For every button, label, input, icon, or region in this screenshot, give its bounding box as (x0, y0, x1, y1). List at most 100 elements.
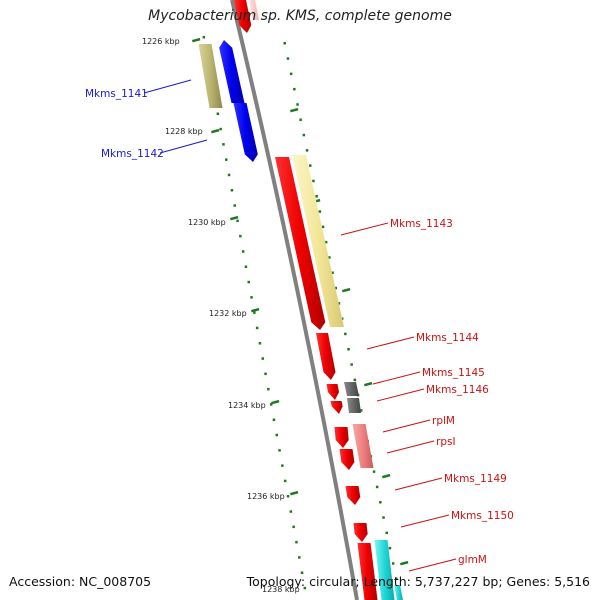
gene-label[interactable]: Mkms_1149 (444, 473, 507, 485)
minor-tick (278, 449, 281, 452)
minor-tick (283, 42, 286, 45)
minor-tick (296, 103, 299, 106)
major-tick (364, 381, 373, 387)
topology-text: Topology: circular; Length: 5,737,227 bp… (246, 574, 590, 589)
leader-line (159, 139, 208, 154)
gene-feature-mkms-1145-pair[interactable] (344, 382, 359, 396)
minor-tick (261, 357, 264, 360)
gene-label[interactable]: rplM (432, 415, 455, 427)
major-tick (290, 107, 299, 113)
gene-label[interactable]: Mkms_1141 (85, 88, 148, 100)
minor-tick (269, 403, 273, 406)
minor-tick (255, 326, 259, 330)
minor-tick (292, 525, 295, 529)
gene-feature-rpsi-pair[interactable] (352, 424, 374, 468)
minor-tick (347, 348, 350, 351)
major-tick (290, 490, 299, 496)
gene-feature-rplm[interactable] (334, 427, 349, 448)
minor-tick (309, 164, 312, 167)
minor-tick (305, 149, 309, 152)
minor-tick (379, 501, 382, 504)
leader-line (382, 419, 431, 433)
minor-tick (388, 546, 392, 550)
gene-label[interactable]: Mkms_1142 (101, 148, 164, 160)
minor-tick (230, 189, 234, 192)
gene-feature-mkms-1143[interactable] (275, 157, 326, 330)
minor-tick (281, 464, 284, 467)
gene-feature-mkms-1143-pair[interactable] (292, 155, 344, 327)
minor-tick (321, 225, 325, 229)
scale-label: 1234 kbp (228, 401, 266, 410)
minor-tick (222, 143, 225, 146)
minor-tick (236, 219, 239, 223)
gene-label[interactable]: Mkms_1143 (390, 218, 453, 230)
minor-tick (272, 418, 276, 421)
minor-tick (219, 127, 222, 131)
major-tick (211, 128, 220, 134)
gene-label[interactable]: Mkms_1145 (422, 367, 485, 379)
minor-tick (247, 280, 250, 284)
gene-feature-glmm[interactable] (357, 543, 378, 600)
minor-tick (385, 531, 388, 535)
minor-tick (353, 378, 357, 382)
major-tick (192, 37, 201, 43)
leader-line (143, 79, 192, 94)
gene-feature-top-red[interactable] (234, 0, 252, 33)
minor-tick (344, 332, 347, 336)
minor-tick (286, 57, 290, 60)
minor-tick (334, 286, 337, 290)
minor-tick (241, 250, 245, 253)
leader-line (400, 514, 450, 528)
minor-tick (286, 495, 290, 498)
gene-feature-mkms-1141-olive[interactable] (198, 44, 223, 108)
minor-tick (289, 72, 293, 76)
minor-tick (350, 363, 353, 366)
gene-feature-mkms-1146-pair[interactable] (347, 398, 361, 413)
minor-tick (293, 87, 296, 91)
gene-label[interactable]: rpsI (436, 436, 456, 448)
gene-feature-mkms-1142[interactable] (233, 103, 258, 162)
minor-tick (372, 470, 376, 473)
gene-label[interactable]: Mkms_1146 (426, 384, 489, 396)
gene-feature-bottom-cyan[interactable] (394, 585, 403, 600)
gene-label[interactable]: Mkms_1150 (451, 510, 514, 522)
gene-feature-glmm-pair[interactable] (374, 540, 395, 600)
minor-tick (267, 387, 270, 391)
gene-feature-mkms-1146[interactable] (330, 401, 343, 414)
minor-tick (331, 271, 334, 274)
gene-label[interactable]: Mkms_1144 (416, 332, 479, 344)
minor-tick (299, 118, 302, 121)
minor-tick (302, 133, 306, 137)
minor-tick (216, 112, 220, 115)
minor-tick (315, 195, 318, 198)
scale-label: 1230 kbp (188, 218, 226, 227)
leader-line (408, 558, 457, 572)
gene-feature-mkms-1150[interactable] (353, 523, 368, 542)
gene-feature-mkms-1144[interactable] (316, 333, 336, 380)
leader-line (386, 440, 435, 454)
scale-label: 1238 kbp (262, 585, 300, 594)
leader-line (340, 222, 389, 236)
minor-tick (250, 296, 253, 299)
minor-tick (275, 433, 278, 437)
minor-tick (225, 158, 228, 161)
major-tick (230, 215, 239, 221)
gene-feature-top-pink[interactable] (249, 0, 259, 20)
scale-label: 1228 kbp (165, 127, 203, 136)
gene-feature-mkms-1141[interactable] (219, 40, 245, 103)
leader-line (372, 371, 421, 385)
gene-feature-rpsi[interactable] (339, 449, 355, 470)
gene-feature-mkms-1149[interactable] (345, 486, 361, 505)
minor-tick (289, 510, 293, 513)
minor-tick (227, 173, 231, 177)
gene-feature-mkms-1145[interactable] (326, 384, 340, 400)
minor-tick (328, 256, 331, 259)
minor-tick (239, 234, 242, 238)
minor-tick (318, 210, 322, 213)
scale-label: 1232 kbp (209, 309, 247, 318)
minor-tick (337, 302, 341, 305)
gene-label[interactable]: glmM (458, 554, 487, 566)
minor-tick (312, 179, 315, 183)
minor-tick (258, 342, 262, 345)
